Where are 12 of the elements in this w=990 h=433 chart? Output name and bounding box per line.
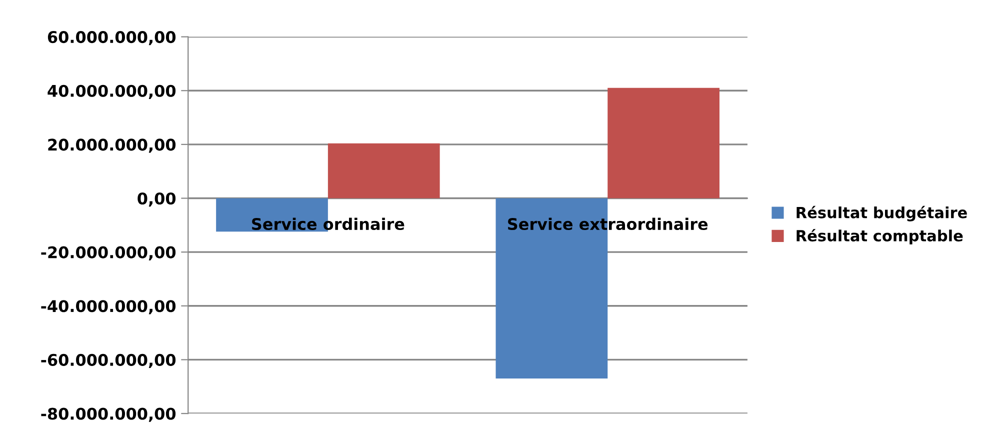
y-tick-label: -40.000.000,00 [41,300,176,314]
y-tick-label: -80.000.000,00 [41,408,176,422]
y-tick-label: 20.000.000,00 [48,138,176,153]
bar [608,88,720,198]
y-tick-label: -60.000.000,00 [41,354,176,368]
legend-label: Résultat comptable [796,229,963,244]
y-tick-label: 0,00 [138,192,176,207]
y-tick-label: 40.000.000,00 [48,84,176,99]
bar [328,143,440,198]
legend-label: Résultat budgétaire [796,206,967,222]
y-tick-label: -20.000.000,00 [41,246,176,260]
y-tick-label: 60.000.000,00 [48,31,176,46]
